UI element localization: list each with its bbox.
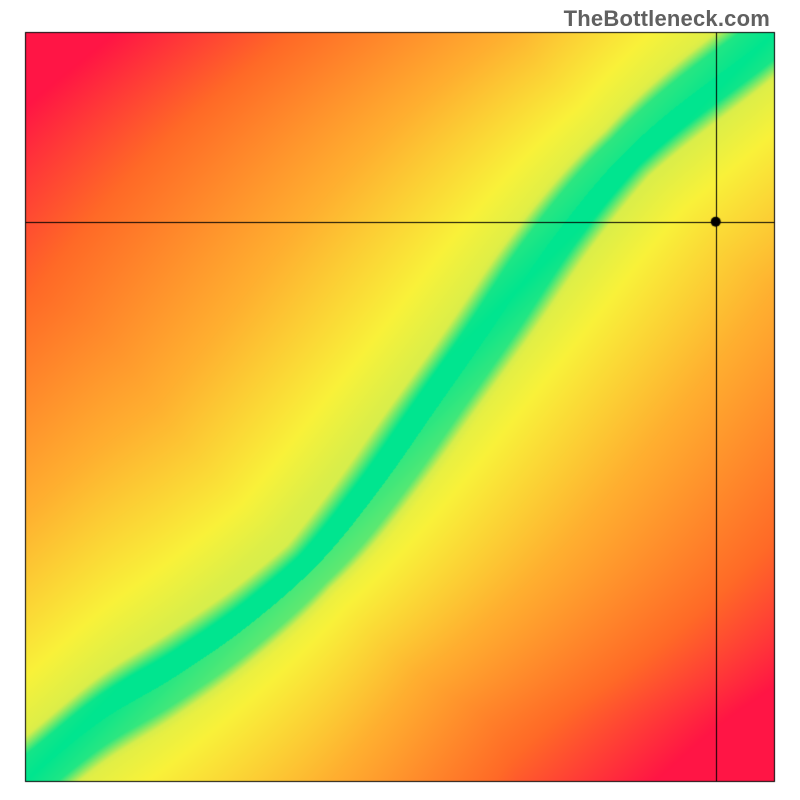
attribution-label: TheBottleneck.com	[564, 6, 770, 32]
chart-container: TheBottleneck.com	[0, 0, 800, 800]
bottleneck-heatmap-canvas	[0, 0, 800, 800]
